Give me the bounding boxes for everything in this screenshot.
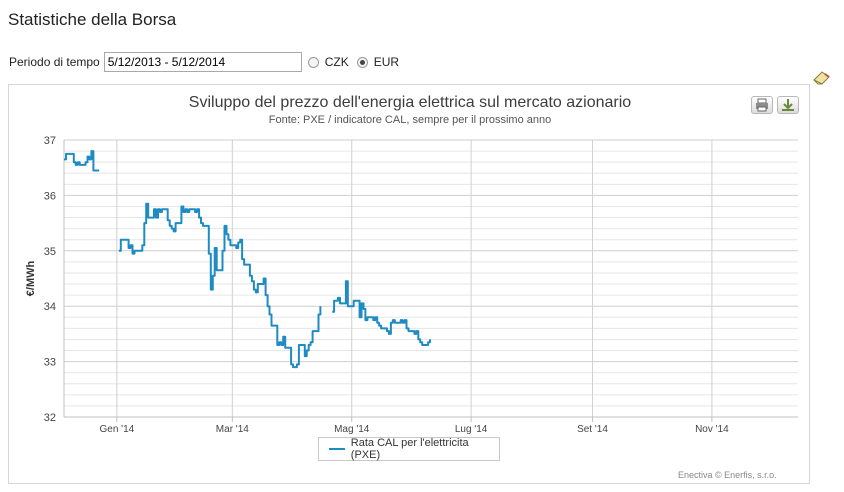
download-icon — [782, 99, 794, 111]
legend-label: Rata CAL per l'elettricita (PXE) — [350, 437, 469, 461]
chart-title: Sviluppo del prezzo dell'energia elettri… — [188, 94, 632, 111]
legend[interactable]: Rata CAL per l'elettricita (PXE) — [318, 437, 500, 461]
print-button[interactable] — [751, 96, 773, 114]
page-title: Statistiche della Borsa — [8, 10, 177, 29]
period-label: Periodo di tempo — [9, 55, 100, 69]
chart-subtitle: Fonte: PXE / indicatore CAL, sempre per … — [268, 114, 552, 126]
download-button[interactable] — [777, 96, 799, 114]
currency-option-czk[interactable]: CZK — [307, 55, 349, 69]
credits: Enectiva © Enerfis, s.r.o. — [678, 470, 777, 480]
eur-label: EUR — [373, 55, 400, 69]
period-filter: Periodo di tempo CZK EUR — [9, 51, 407, 73]
currency-option-eur[interactable]: EUR — [356, 55, 400, 69]
czk-radio[interactable] — [307, 56, 319, 68]
eur-radio[interactable] — [356, 56, 368, 68]
eraser-icon[interactable] — [812, 68, 832, 86]
chart-container — [8, 84, 810, 484]
legend-swatch — [329, 448, 345, 450]
print-icon — [756, 98, 768, 112]
czk-label: CZK — [324, 55, 349, 69]
period-input[interactable] — [103, 52, 302, 72]
